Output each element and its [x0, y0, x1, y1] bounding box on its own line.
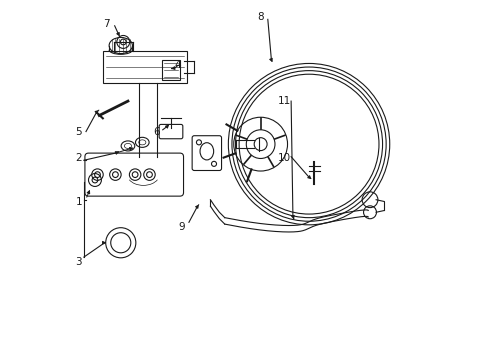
Text: 4: 4	[175, 60, 181, 70]
Text: 11: 11	[277, 96, 290, 106]
Text: 2: 2	[75, 153, 82, 163]
Text: 5: 5	[75, 127, 82, 136]
Bar	[162, 60, 180, 80]
Text: 8: 8	[257, 12, 264, 22]
Text: 3: 3	[75, 257, 82, 267]
Text: 7: 7	[103, 19, 109, 29]
Text: 9: 9	[178, 222, 184, 231]
Text: 1: 1	[75, 197, 82, 207]
Text: 6: 6	[153, 127, 160, 136]
Text: 10: 10	[277, 153, 290, 163]
